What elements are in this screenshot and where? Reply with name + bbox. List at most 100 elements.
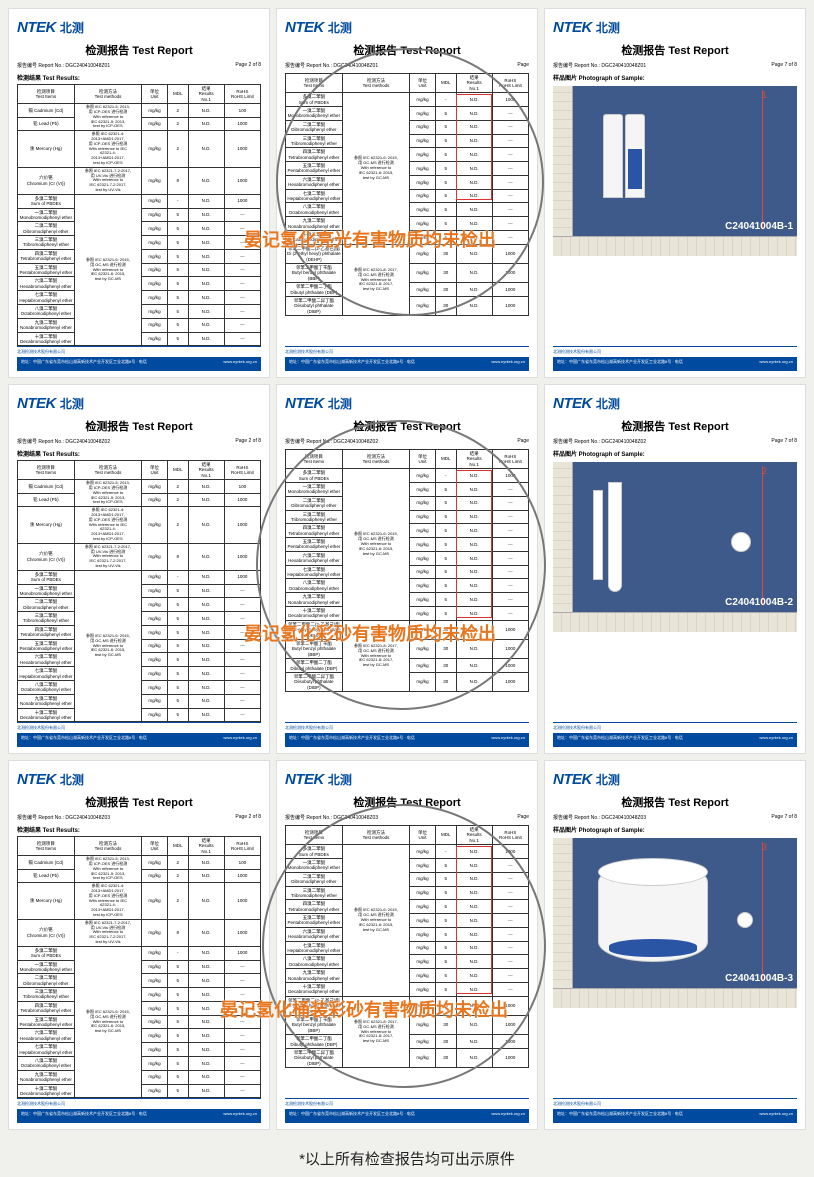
ruler-horizontal: [553, 612, 797, 632]
logo: NTEK北测: [553, 771, 797, 788]
product-tubes: [603, 114, 645, 198]
product-cap: [731, 532, 751, 552]
table-row: 镉 Cadmium (Cd)参照 IEC 62321-5: 2013, 用 IC…: [18, 480, 261, 493]
footer-company: 北测检测技术股份有限公司: [17, 722, 261, 731]
footer-bar: 地址：中国广东省东莞市松山湖高新技术产业开发区工业北路6号 · 电话www.ny…: [17, 1109, 261, 1123]
table-row: 汞 Mercury (Hg)参照 IEC 62321-4: 2013+AMD1:…: [18, 883, 261, 920]
sample-photo: 2 C24041004B-2: [553, 462, 797, 632]
photo-id-label: C24041004B-2: [725, 597, 793, 608]
results-table: 检测项目Test Items 检测方法Test methods 单位Unit M…: [285, 825, 529, 1068]
marker-number: 3: [762, 842, 767, 852]
logo: NTEK北测: [285, 771, 529, 788]
report-number-line: 报告编号 Report No.: DGC240410048Z01Page: [285, 62, 529, 69]
table-row: 邻苯二甲酸二(2-乙基己)酯 Di (2-ethyl hexyl) phthal…: [286, 620, 529, 639]
report-page-results-b: NTEK北测检测报告 Test Report 报告编号 Report No.: D…: [276, 384, 538, 754]
logo-cn: 北测: [596, 771, 620, 788]
logo-cn: 北测: [328, 19, 352, 36]
logo: NTEK北测: [553, 19, 797, 36]
report-page-photo: NTEK北测检测报告 Test Report报告编号 Report No.: D…: [544, 8, 806, 378]
table-row: 镉 Cadmium (Cd)参照 IEC 62321-5: 2013, 用 IC…: [18, 856, 261, 869]
footer-company: 北测检测技术股份有限公司: [285, 346, 529, 355]
section-header-photo: 样品图片 Photograph of Sample:: [553, 449, 797, 458]
report-title: 检测报告 Test Report: [553, 418, 797, 434]
marker-line: [762, 842, 763, 982]
results-table: 检测项目Test Items 检测方法Test methods 单位Unit M…: [285, 73, 529, 316]
table-row: 多溴二苯醚 Sum of PBDEs参照 IEC 62321-6: 2015, …: [18, 570, 261, 584]
logo: NTEK北测: [553, 395, 797, 412]
bottom-caption: *以上所有检查报告均可出示原件: [8, 1148, 806, 1169]
report-page-photo: NTEK北测检测报告 Test Report报告编号 Report No.: D…: [544, 384, 806, 754]
table-row: 六价铬 Chromium (Cr (VI))参照 IEC 62321-7-2:2…: [18, 543, 261, 570]
section-header-photo: 样品图片 Photograph of Sample:: [553, 825, 797, 834]
ruler-horizontal: [553, 988, 797, 1008]
logo-en: NTEK: [285, 771, 324, 788]
product-syringe: [608, 482, 622, 592]
sample-photo: 3C24041004B-3: [553, 838, 797, 1008]
table-row: 镉 Cadmium (Cd)参照 IEC 62321-5: 2013, 用 IC…: [18, 104, 261, 117]
product-plunger: [593, 490, 603, 580]
table-row: 多溴二苯醚 Sum of PBDEs参照 IEC 62321-6: 2015, …: [286, 469, 529, 483]
report-title: 检测报告 Test Report: [17, 794, 261, 810]
ruler-vertical: [553, 462, 573, 612]
ruler-horizontal: [553, 236, 797, 256]
report-number-line: 报告编号 Report No.: DGC240410048Z02Page: [285, 438, 529, 445]
footer-bar: 地址：中国广东省东莞市松山湖高新技术产业开发区工业北路6号 · 电话www.ny…: [285, 1109, 529, 1123]
footer-company: 北测检测技术股份有限公司: [553, 346, 797, 355]
logo-cn: 北测: [596, 395, 620, 412]
footer-bar: 地址：中国广东省东莞市松山湖高新技术产业开发区工业北路6号 · 电话www.ny…: [285, 357, 529, 371]
results-table: 检测项目Test Items 检测方法Test methods 单位Unit M…: [17, 836, 261, 1098]
logo-cn: 北测: [328, 771, 352, 788]
footer-bar: 地址：中国广东省东莞市松山湖高新技术产业开发区工业北路6号 · 电话www.ny…: [553, 733, 797, 747]
photo-id-label: C24041004B-1: [725, 221, 793, 232]
report-title: 检测报告 Test Report: [17, 42, 261, 58]
logo-cn: 北测: [328, 395, 352, 412]
logo-en: NTEK: [17, 395, 56, 412]
report-title: 检测报告 Test Report: [17, 418, 261, 434]
report-title: 检测报告 Test Report: [285, 794, 529, 810]
table-row: 汞 Mercury (Hg)参照 IEC 62321-4: 2013+AMD1:…: [18, 507, 261, 544]
table-row: 多溴二苯醚 Sum of PBDEs参照 IEC 62321-6: 2015, …: [286, 845, 529, 859]
report-page-results-b: NTEK北测检测报告 Test Report报告编号 Report No.: D…: [276, 760, 538, 1130]
report-number-line: 报告编号 Report No.: DGC240410048Z03Page 7 o…: [553, 814, 797, 821]
footer-bar: 地址：中国广东省东莞市松山湖高新技术产业开发区工业北路6号 · 电话www.ny…: [553, 1109, 797, 1123]
marker-number: 2: [762, 466, 767, 476]
results-table: 检测项目Test Items 检测方法Test methods 单位Unit M…: [17, 460, 261, 722]
table-row: 多溴二苯醚 Sum of PBDEs参照 IEC 62321-6: 2015, …: [18, 946, 261, 960]
footer-company: 北测检测技术股份有限公司: [17, 1098, 261, 1107]
logo-en: NTEK: [17, 19, 56, 36]
report-number-line: 报告编号 Report No.: DGC240410048Z02Page 2 o…: [17, 438, 261, 445]
report-page-results-a: NTEK北测检测报告 Test Report报告编号 Report No.: D…: [8, 384, 270, 754]
logo-en: NTEK: [17, 771, 56, 788]
report-page-results-b: NTEK北测检测报告 Test Report报告编号 Report No.: D…: [276, 8, 538, 378]
report-page-photo: NTEK北测检测报告 Test Report报告编号 Report No.: D…: [544, 760, 806, 1130]
footer-bar: 地址：中国广东省东莞市松山湖高新技术产业开发区工业北路6号 · 电话www.ny…: [17, 357, 261, 371]
logo: NTEK北测: [17, 395, 261, 412]
section-header: 检测结果 Test Results:: [17, 449, 261, 458]
table-row: 多溴二苯醚 Sum of PBDEs参照 IEC 62321-6: 2015, …: [18, 194, 261, 208]
logo-cn: 北测: [60, 19, 84, 36]
logo-en: NTEK: [285, 395, 324, 412]
footer-company: 北测检测技术股份有限公司: [553, 722, 797, 731]
table-row: 六价铬 Chromium (Cr (VI))参照 IEC 62321-7-2:2…: [18, 167, 261, 194]
section-header: 检测结果 Test Results:: [17, 825, 261, 834]
section-header: 检测结果 Test Results:: [17, 73, 261, 82]
logo: NTEK北测: [17, 19, 261, 36]
logo-en: NTEK: [285, 19, 324, 36]
table-row: 汞 Mercury (Hg)参照 IEC 62321-4: 2013+AMD1:…: [18, 131, 261, 168]
report-title: 检测报告 Test Report: [553, 42, 797, 58]
report-number-line: 报告编号 Report No.: DGC240410048Z01Page 2 o…: [17, 62, 261, 69]
table-row: 多溴二苯醚 Sum of PBDEs参照 IEC 62321-6: 2015, …: [286, 93, 529, 107]
results-table: 检测项目Test Items 检测方法Test methods 单位Unit M…: [17, 84, 261, 346]
logo-en: NTEK: [553, 395, 592, 412]
logo-cn: 北测: [60, 395, 84, 412]
table-row: 六价铬 Chromium (Cr (VI))参照 IEC 62321-7-2:2…: [18, 919, 261, 946]
logo-en: NTEK: [553, 19, 592, 36]
product-cap: [737, 912, 753, 928]
report-title: 检测报告 Test Report: [285, 418, 529, 434]
footer-company: 北测检测技术股份有限公司: [285, 1098, 529, 1107]
report-number-line: 报告编号 Report No.: DGC240410048Z03Page 2 o…: [17, 814, 261, 821]
results-table: 检测项目Test Items 检测方法Test methods 单位Unit M…: [285, 449, 529, 692]
footer-bar: 地址：中国广东省东莞市松山湖高新技术产业开发区工业北路6号 · 电话www.ny…: [285, 733, 529, 747]
marker-number: 1: [762, 90, 767, 100]
logo-cn: 北测: [596, 19, 620, 36]
